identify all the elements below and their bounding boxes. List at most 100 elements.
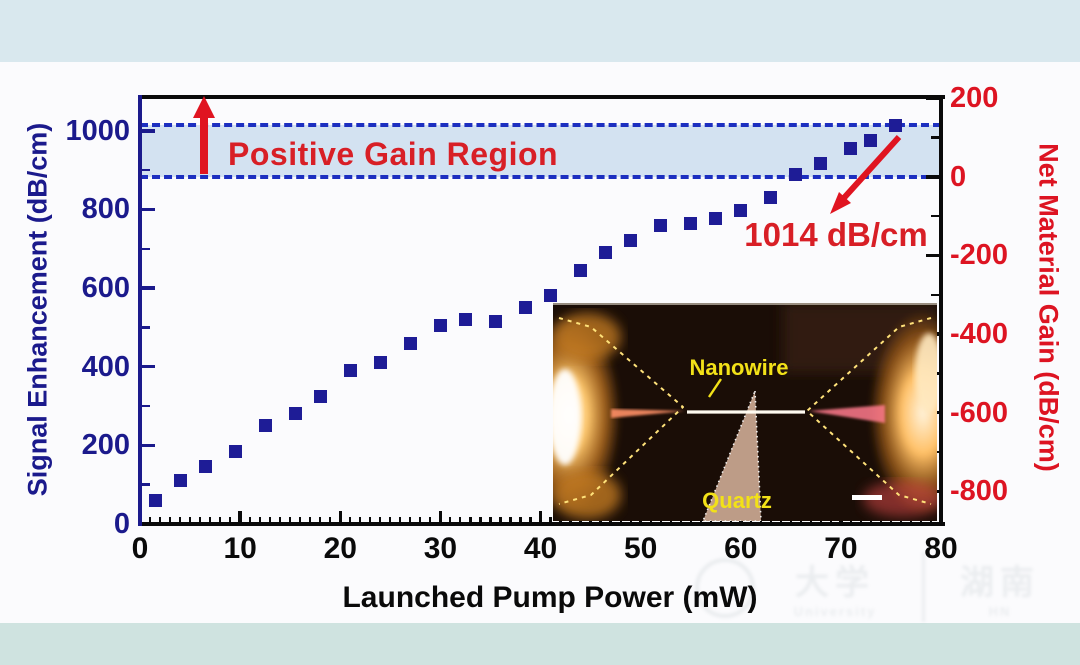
y-left-minor-tick: [142, 326, 150, 329]
x-tick: [399, 517, 402, 524]
y-right-minor-tick: [931, 136, 939, 139]
data-point: [288, 407, 302, 421]
watermark-left-sub: University: [793, 604, 877, 619]
data-point: [433, 318, 447, 332]
watermark-right-text: 湖南 HN: [945, 555, 1055, 619]
x-tick-label: 30: [423, 532, 458, 565]
x-tick-label: 40: [523, 532, 558, 565]
data-point: [198, 460, 212, 474]
x-tick-label: 0: [131, 532, 149, 565]
x-tick: [168, 517, 172, 524]
x-tick: [459, 517, 462, 524]
x-tick: [409, 517, 412, 524]
x-tick: [289, 517, 292, 524]
data-point: [624, 233, 638, 247]
x-tick: [438, 511, 443, 524]
x-tick: [349, 517, 352, 524]
x-tick: [279, 517, 282, 524]
y-right-tick: [926, 175, 939, 179]
data-point: [654, 218, 668, 232]
top-spine: [138, 95, 945, 99]
nanowire-microscope-inset: Nanowire Quartz: [553, 303, 937, 521]
x-tick-label: 50: [623, 532, 658, 565]
left-glow-upper: [553, 313, 621, 361]
band-upper-dashed-line: [140, 123, 941, 128]
data-point: [228, 444, 242, 458]
x-tick: [329, 517, 332, 524]
y-right-tick: [926, 253, 939, 258]
left-glow-lower: [553, 471, 621, 519]
right-axis-line: [939, 95, 943, 526]
x-tick-label: 80: [924, 532, 958, 565]
x-tick: [319, 517, 322, 524]
data-point: [684, 217, 698, 231]
x-tick: [419, 517, 422, 524]
right-glow-red: [863, 481, 937, 517]
y-left-tick-label: 800: [81, 193, 130, 226]
y-left-tick-label: 0: [113, 508, 130, 540]
positive-gain-band: [140, 125, 941, 177]
y-right-tick-label: -800: [950, 475, 1009, 508]
left-taper-outline: [558, 317, 684, 505]
x-tick: [219, 517, 222, 524]
positive-gain-region-label: Positive Gain Region: [228, 136, 559, 172]
x-tick: [379, 517, 382, 524]
x-tick: [229, 517, 232, 524]
watermark-divider: [922, 552, 925, 622]
quartz-label: Quartz: [702, 488, 772, 513]
right-axis-title: Net Material Gain (dB/cm): [1033, 143, 1064, 472]
x-tick: [509, 517, 512, 524]
max-gain-annotation: 1014 dB/cm: [744, 216, 928, 253]
x-tick: [338, 511, 342, 524]
x-axis-line: [138, 522, 945, 526]
x-tick: [469, 517, 472, 524]
x-axis-title: Launched Pump Power (mW): [342, 581, 758, 614]
x-tick: [359, 517, 362, 524]
x-tick: [148, 517, 152, 524]
x-tick: [188, 517, 192, 524]
y-left-minor-tick: [142, 247, 150, 251]
data-point: [403, 336, 417, 350]
nanowire-pointer-line: [708, 378, 722, 398]
x-tick: [309, 517, 312, 524]
y-right-tick-label: 200: [950, 82, 999, 115]
scale-bar: [852, 495, 882, 500]
y-left-tick-label: 600: [81, 272, 130, 305]
x-tick: [158, 517, 162, 524]
y-left-tick: [142, 207, 155, 212]
watermark-seal: [695, 558, 755, 618]
y-left-tick-label: 200: [81, 429, 130, 462]
x-tick: [389, 517, 392, 524]
watermark-left-chars: 大学: [795, 564, 875, 602]
data-point: [599, 246, 613, 260]
x-tick: [369, 517, 372, 524]
x-tick: [549, 517, 552, 524]
x-tick: [429, 517, 432, 524]
x-tick: [249, 517, 252, 524]
watermark-right-chars: 湖南: [960, 564, 1040, 602]
x-tick: [449, 517, 452, 524]
y-left-tick-label: 400: [81, 350, 130, 383]
x-tick: [299, 517, 302, 524]
data-point: [734, 203, 748, 217]
y-left-tick: [142, 286, 155, 290]
x-tick-label: 20: [323, 532, 357, 565]
x-tick-label: 70: [824, 532, 858, 565]
x-tick: [538, 511, 543, 524]
x-tick: [198, 517, 202, 524]
data-point: [373, 356, 387, 370]
data-point: [148, 493, 162, 507]
top-background-strip: [0, 0, 1080, 62]
x-tick: [208, 517, 212, 524]
y-left-tick: [142, 443, 155, 448]
watermark-left-text: 大学 University: [760, 555, 910, 619]
x-tick: [269, 517, 272, 524]
x-tick-label: 10: [223, 532, 257, 565]
y-left-minor-tick: [142, 483, 150, 486]
data-point: [864, 134, 878, 148]
right-beam: [809, 405, 885, 423]
nanowire-label: Nanowire: [689, 355, 788, 380]
x-tick: [519, 517, 522, 524]
data-point: [313, 389, 327, 403]
